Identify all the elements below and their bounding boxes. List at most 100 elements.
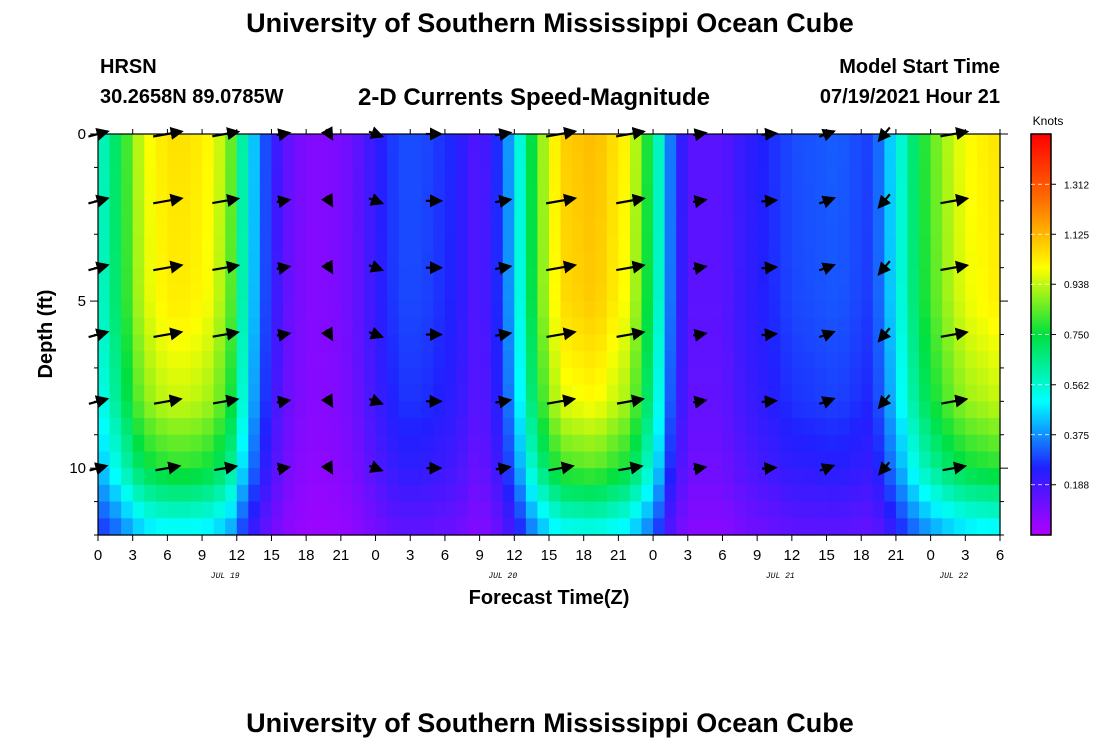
heatmap-cell bbox=[294, 367, 307, 386]
heatmap-cell bbox=[583, 217, 596, 235]
heatmap-cell bbox=[965, 301, 978, 319]
heatmap-cell bbox=[144, 234, 157, 252]
heatmap-cell bbox=[757, 518, 770, 536]
heatmap-cell bbox=[398, 468, 411, 486]
heatmap-cell bbox=[340, 150, 354, 169]
heatmap-cell bbox=[236, 401, 249, 419]
heatmap-cell bbox=[202, 234, 215, 252]
heatmap-cell bbox=[549, 434, 562, 453]
heatmap-cell bbox=[294, 200, 307, 219]
heatmap-cell bbox=[676, 401, 689, 419]
heatmap-cell bbox=[803, 200, 816, 219]
heatmap-cell bbox=[606, 234, 619, 252]
heatmap-cell bbox=[629, 234, 643, 252]
heatmap-cell bbox=[907, 200, 920, 219]
heatmap-cell bbox=[525, 184, 539, 202]
heatmap-cell bbox=[306, 267, 319, 285]
heatmap-cell bbox=[271, 250, 284, 269]
heatmap-cell bbox=[722, 200, 735, 219]
heatmap-cell bbox=[433, 418, 446, 436]
current-vector-arrow bbox=[368, 393, 384, 407]
heatmap-cell bbox=[745, 267, 758, 285]
heatmap-cell bbox=[618, 217, 631, 235]
heatmap-cell bbox=[560, 301, 573, 319]
heatmap-cell bbox=[352, 150, 365, 169]
heatmap-cell bbox=[468, 384, 481, 402]
heatmap-cell bbox=[410, 200, 423, 219]
heatmap-cell bbox=[444, 468, 458, 486]
heatmap-cell bbox=[109, 484, 122, 503]
heatmap-cell bbox=[965, 434, 978, 453]
heatmap-cell bbox=[213, 284, 226, 302]
heatmap-cell bbox=[757, 250, 770, 269]
heatmap-cell bbox=[595, 250, 608, 269]
heatmap-cell bbox=[757, 367, 770, 386]
heatmap-cell bbox=[144, 384, 157, 402]
heatmap-cell bbox=[734, 317, 747, 336]
heatmap-cell bbox=[202, 418, 215, 436]
heatmap-cell bbox=[629, 434, 643, 453]
heatmap-cell bbox=[375, 317, 388, 336]
heatmap-cell bbox=[803, 468, 816, 486]
heatmap-cell bbox=[329, 418, 342, 436]
heatmap-cell bbox=[190, 484, 203, 503]
currents-heatmap-chart: 0 3 6 9 12 15 18 21 0 3 6 9 12 15 18 21 0 3 6 9 12 15 18 21 0 3 6J… bbox=[35, 114, 1089, 609]
heatmap-cell bbox=[791, 234, 805, 252]
current-vector-arrow bbox=[941, 394, 969, 408]
heatmap-cell bbox=[213, 484, 226, 503]
heatmap-cell bbox=[190, 501, 203, 519]
heatmap-cell bbox=[98, 267, 111, 285]
heatmap-cell bbox=[433, 351, 446, 369]
x-tick-label: 21 bbox=[888, 547, 905, 564]
heatmap-cell bbox=[791, 134, 805, 152]
heatmap-cell bbox=[699, 384, 712, 402]
heatmap-cell bbox=[803, 434, 816, 453]
heatmap-cell bbox=[167, 434, 180, 453]
heatmap-cell bbox=[814, 418, 828, 436]
heatmap-cell bbox=[329, 167, 342, 185]
heatmap-cell bbox=[826, 267, 839, 285]
heatmap-cell bbox=[849, 150, 862, 169]
current-vector-arrow bbox=[155, 461, 182, 475]
heatmap-cell bbox=[768, 301, 781, 319]
current-vector-arrow bbox=[495, 328, 513, 342]
heatmap-cell bbox=[468, 484, 481, 503]
heatmap-cell bbox=[514, 384, 527, 402]
heatmap-cell bbox=[687, 250, 700, 269]
heatmap-cell bbox=[317, 284, 330, 302]
heatmap-cell bbox=[560, 167, 573, 185]
heatmap-cell bbox=[236, 301, 249, 319]
heatmap-cell bbox=[479, 451, 492, 469]
heatmap-cell bbox=[757, 434, 770, 453]
x-tick-label: 18 bbox=[853, 547, 870, 564]
heatmap-cell bbox=[410, 434, 423, 453]
heatmap-cell bbox=[398, 317, 411, 336]
heatmap-cell bbox=[121, 351, 134, 369]
heatmap-cell bbox=[132, 217, 145, 235]
heatmap-cell bbox=[988, 384, 1001, 402]
heatmap-cell bbox=[468, 501, 481, 519]
heatmap-cell bbox=[167, 518, 180, 536]
current-vector-arrow bbox=[320, 393, 334, 409]
heatmap-cell bbox=[884, 351, 897, 369]
heatmap-cell bbox=[248, 184, 261, 202]
heatmap-cell bbox=[132, 317, 145, 336]
heatmap-cell bbox=[155, 484, 168, 503]
heatmap-cell bbox=[306, 250, 319, 269]
heatmap-cell bbox=[387, 384, 400, 402]
heatmap-cell bbox=[248, 367, 261, 386]
current-vector-arrow bbox=[692, 261, 708, 275]
heatmap-cell bbox=[687, 184, 700, 202]
heatmap-cell bbox=[387, 134, 400, 152]
heatmap-cell bbox=[676, 434, 689, 453]
heatmap-cell bbox=[595, 167, 608, 185]
heatmap-cell bbox=[109, 401, 122, 419]
heatmap-cell bbox=[387, 401, 400, 419]
heatmap-cell bbox=[98, 301, 111, 319]
heatmap-cell bbox=[699, 267, 712, 285]
heatmap-cell bbox=[352, 167, 365, 185]
heatmap-cell bbox=[259, 351, 273, 369]
heatmap-cell bbox=[560, 468, 573, 486]
heatmap-cell bbox=[444, 351, 458, 369]
heatmap-cell bbox=[641, 401, 654, 419]
